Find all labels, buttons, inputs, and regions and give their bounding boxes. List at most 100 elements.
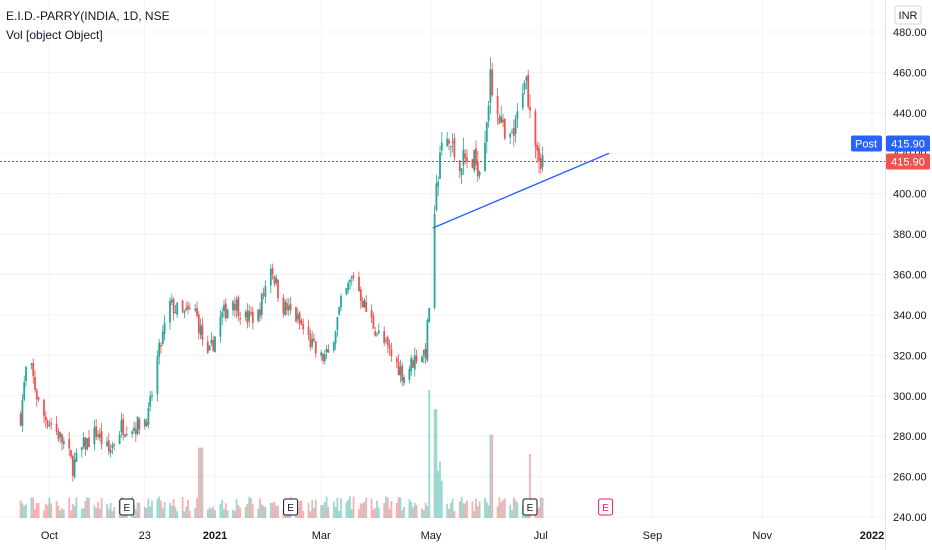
volume-bar	[208, 507, 211, 518]
candle-body	[271, 268, 274, 275]
volume-bar	[311, 500, 314, 518]
volume-bar	[491, 434, 494, 518]
last-price-tag: 415.90	[886, 153, 930, 170]
volume-bar	[46, 505, 49, 518]
candle-body	[309, 334, 312, 348]
volume-bar	[62, 509, 65, 518]
candle-body	[334, 331, 337, 344]
candle-body	[462, 149, 465, 166]
candle-body	[437, 181, 440, 187]
candle-body	[538, 147, 540, 161]
volume-bar	[485, 502, 488, 518]
time-axis[interactable]: Oct 23 2021 Mar May Jul Sep Nov 2022	[41, 530, 884, 542]
candle-body	[232, 301, 234, 311]
volume-bar	[55, 500, 58, 518]
candle-body	[273, 276, 276, 285]
candle-body	[23, 382, 26, 400]
volume-bar	[408, 499, 411, 518]
volume-bar	[194, 508, 197, 518]
price-axis[interactable]: 240.00 260.00 280.00 300.00 320.00 340.00 360.…	[893, 27, 927, 524]
volume-bar	[210, 508, 213, 518]
candle-body	[476, 162, 479, 177]
volume-bar	[134, 509, 137, 518]
candle-body	[30, 363, 33, 366]
volume-bar	[529, 454, 531, 518]
volume-bar	[93, 505, 96, 518]
candle-body	[302, 324, 305, 330]
volume-bar	[471, 501, 474, 518]
volume-bar	[424, 502, 427, 518]
volume-bar	[347, 499, 350, 518]
currency-box[interactable]: INR	[894, 5, 922, 25]
candle-body	[269, 268, 272, 286]
volume-bar	[250, 498, 252, 518]
volume-bar	[361, 503, 364, 518]
candle-body	[376, 334, 378, 336]
candle-body	[395, 358, 398, 362]
trendline[interactable]	[432, 152, 610, 229]
volume-bar	[98, 508, 101, 518]
candle-body	[370, 309, 373, 318]
volume-bar	[147, 498, 150, 518]
volume-legend[interactable]: Vol [object Object]	[6, 28, 103, 42]
volume-bar	[323, 502, 326, 518]
volume-bar	[277, 505, 279, 518]
volume-bar	[143, 506, 146, 518]
candle-body	[160, 344, 162, 347]
price-tick-label: 480.00	[893, 27, 927, 39]
volume-bar	[199, 447, 202, 518]
volume-bar	[302, 510, 305, 518]
candle-body	[385, 339, 387, 342]
earnings-marker-label: E	[123, 503, 130, 514]
candle-body	[113, 444, 116, 446]
volume-bar	[484, 497, 486, 518]
candle-body	[435, 183, 438, 210]
candle-body	[451, 141, 454, 144]
volume-bar	[426, 505, 429, 518]
volume-bar	[70, 510, 72, 518]
volume-bar	[196, 497, 198, 518]
candle-body	[35, 390, 38, 400]
candle-body	[147, 408, 150, 425]
candle-body	[57, 431, 60, 440]
candle-body	[199, 326, 202, 336]
candle-body	[246, 310, 249, 323]
volume-bar	[433, 409, 436, 518]
volume-bar	[374, 508, 377, 518]
candle-body	[187, 305, 189, 310]
candle-body	[439, 152, 441, 179]
candle-body	[206, 341, 209, 353]
volume-bar	[365, 497, 368, 518]
volume-bar	[151, 500, 153, 518]
candle-body	[412, 360, 414, 368]
candle-body	[188, 308, 191, 310]
candle-body	[460, 168, 463, 176]
volume-bar	[363, 501, 366, 518]
symbol-legend[interactable]: E.I.D.-PARRY(INDIA, 1D, NSE	[6, 9, 170, 23]
volume-bar	[332, 501, 335, 518]
candle-body	[169, 300, 171, 323]
candle-body	[174, 312, 177, 314]
volume-bar	[453, 511, 456, 518]
volume-bar	[214, 510, 216, 518]
candle-body	[358, 277, 360, 292]
volume-bar	[107, 508, 110, 518]
candle-body	[282, 297, 285, 314]
candle-body	[138, 419, 141, 430]
earnings-marker-box	[522, 498, 538, 516]
candle-body	[161, 331, 164, 344]
candle-body	[68, 438, 71, 449]
volume-bar	[435, 409, 438, 518]
candle-body	[527, 74, 530, 107]
volume-bar	[399, 497, 402, 518]
candle-body	[485, 122, 488, 143]
candle-body	[145, 421, 148, 427]
volume-bars	[19, 390, 544, 518]
post-value: 415.90	[891, 139, 925, 151]
candle-body	[464, 153, 467, 159]
candle-body	[466, 157, 468, 163]
volume-bar	[88, 498, 90, 518]
candle-body	[428, 307, 431, 322]
candle-body	[523, 82, 526, 90]
